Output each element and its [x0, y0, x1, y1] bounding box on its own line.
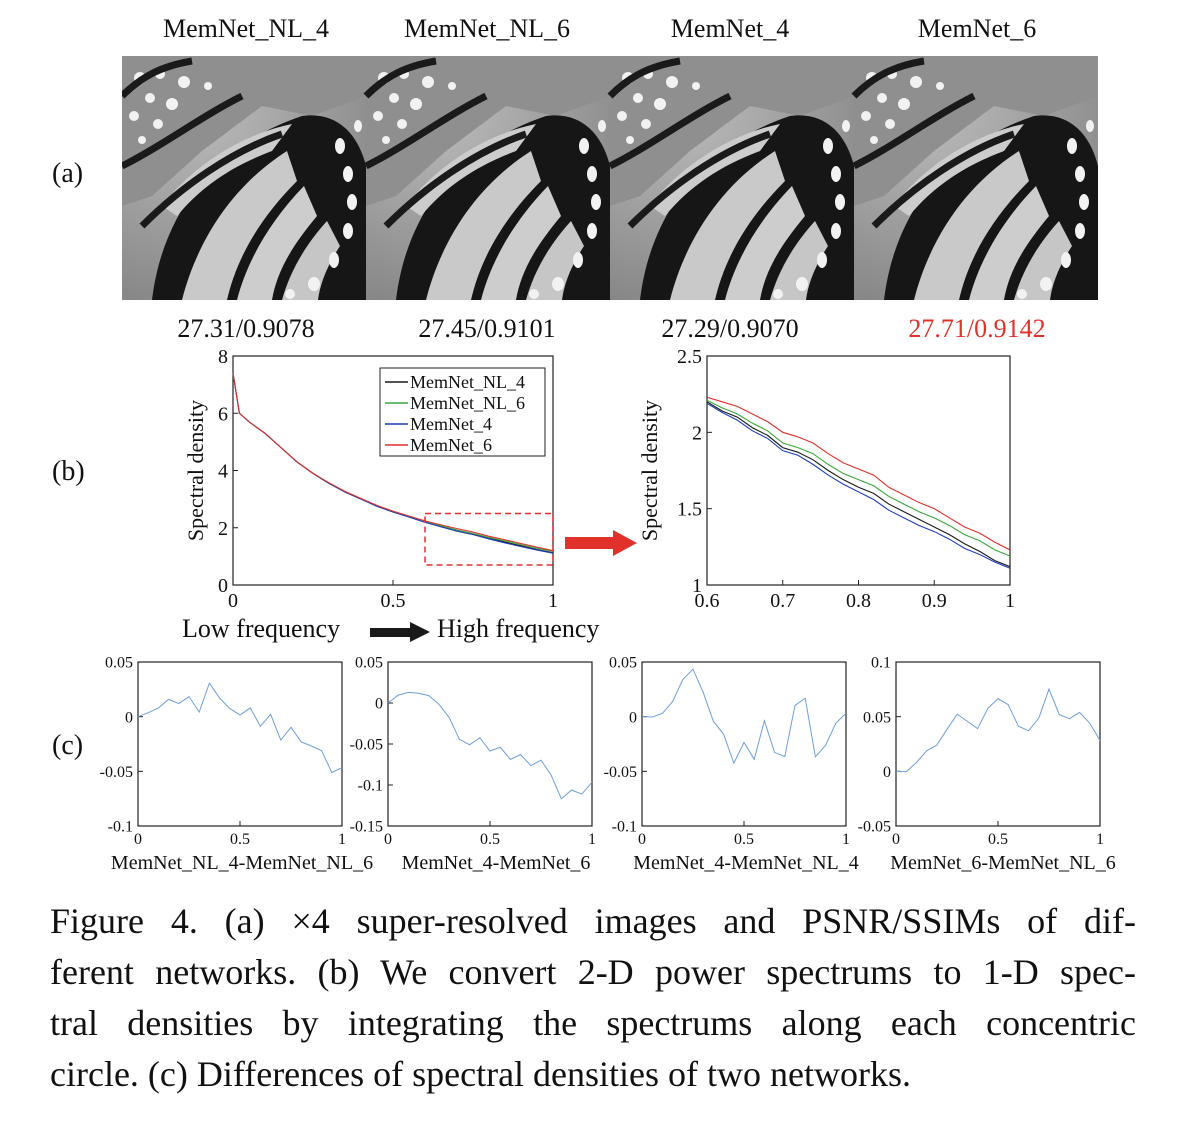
series-line-memnet-nl-6 [706, 399, 1011, 557]
difference-chart-nl4-nl6: 0 0.5 1 -0.1 -0.05 0 0.05 [100, 655, 346, 848]
y-tick-label: -0.15 [350, 819, 383, 836]
series-line-memnet-nl-4 [706, 401, 1011, 568]
zoom-arrow-icon [565, 530, 637, 556]
butterfly-image-strip [122, 56, 1100, 300]
y-tick-label: -0.1 [358, 778, 383, 795]
y-tick-label: -0.05 [604, 764, 637, 781]
x-tick-label: 0.5 [230, 831, 250, 848]
y-tick-label: 0.05 [863, 709, 891, 726]
x-tick-label: 0.5 [988, 831, 1008, 848]
series-line-memnet-6 [706, 396, 1011, 551]
figure-caption: Figure 4. (a) ×4 super-resolved images a… [50, 896, 1136, 1100]
y-tick-label: 0 [218, 575, 228, 597]
series-line-0 [641, 668, 847, 765]
score-memnet-6: 27.71/0.9142 [908, 314, 1046, 343]
difference-chart-4-nl4: 0 0.5 1 -0.1 -0.05 0 0.05 [604, 655, 850, 848]
score-memnet-nl-4: 27.31/0.9078 [177, 314, 315, 343]
y-tick-label: 2 [218, 518, 228, 540]
caption-line-3: tral densities by integrating the spectr… [50, 1003, 1136, 1043]
x-tick-label: 0 [638, 831, 646, 848]
plot-frame [706, 355, 1011, 586]
x-tick-label: 0.5 [734, 831, 754, 848]
plot-frame [641, 661, 847, 827]
plot-frame [137, 661, 343, 827]
x-tick-label: 1 [338, 831, 346, 848]
column-title-memnet-nl-4: MemNet_NL_4 [162, 14, 330, 43]
legend-entry: MemNet_NL_6 [410, 393, 525, 413]
y-tick-label: -0.05 [350, 737, 383, 754]
x-tick-label: 0 [134, 831, 142, 848]
x-tick-label: 0 [892, 831, 900, 848]
x-tick-label: 1 [1096, 831, 1104, 848]
series-line-0 [137, 681, 343, 774]
plot-frame [895, 661, 1101, 827]
series-line-0 [895, 687, 1101, 773]
x-tick-label: 0.5 [381, 590, 406, 612]
plot-frame [387, 661, 593, 827]
xlabel-4-nl4: MemNet_4-MemNet_NL_4 [633, 852, 859, 874]
xlabel-nl4-nl6: MemNet_NL_4-MemNet_NL_6 [110, 852, 374, 874]
score-memnet-nl-6: 27.45/0.9101 [418, 314, 556, 343]
zoom-region-box [424, 512, 554, 566]
caption-line-1: Figure 4. (a) ×4 super-resolved images a… [50, 901, 1136, 941]
y-tick-label: -0.05 [858, 819, 891, 836]
y-tick-label: 0 [629, 709, 637, 726]
column-title-memnet-nl-6: MemNet_NL_6 [403, 14, 571, 43]
y-tick-label: 1.5 [677, 499, 702, 521]
column-title-memnet-4: MemNet_4 [670, 14, 790, 43]
series-line-memnet-6 [232, 373, 554, 552]
panel-label-b: (b) [52, 456, 85, 487]
xlabel-6-nl6: MemNet_6-MemNet_NL_6 [890, 852, 1116, 874]
x-tick-label: 0.9 [922, 590, 947, 612]
x-tick-label: 0.8 [846, 590, 871, 612]
x-tick-label: 0.7 [770, 590, 795, 612]
y-tick-label: 0.05 [105, 655, 133, 672]
low-frequency-label: Low frequency [182, 614, 341, 643]
y-tick-label: 0 [125, 709, 133, 726]
x-tick-label: 0.5 [480, 831, 500, 848]
y-tick-label: 2 [692, 422, 702, 444]
y-tick-label: 0.05 [355, 655, 383, 672]
legend-entry: MemNet_4 [410, 414, 492, 434]
caption-line-2: ferent networks. (b) We convert 2-D powe… [50, 952, 1136, 992]
legend-entry: MemNet_6 [410, 435, 492, 455]
x-tick-label: 1 [842, 831, 850, 848]
high-frequency-label: High frequency [437, 614, 600, 643]
x-tick-label: 1 [548, 590, 558, 612]
series-line-memnet-4 [706, 402, 1011, 569]
y-tick-label: 8 [218, 346, 228, 368]
y-tick-label: 0.1 [871, 655, 891, 672]
x-tick-label: 1 [1005, 590, 1015, 612]
x-tick-label: 0 [228, 590, 238, 612]
y-tick-label: -0.05 [100, 764, 133, 781]
y-tick-label: 6 [218, 403, 228, 425]
y-tick-label: 0 [375, 696, 383, 713]
panel-label-c: (c) [52, 730, 84, 761]
y-tick-label: 4 [218, 461, 228, 483]
y-axis-label: Spectral density [183, 400, 208, 541]
y-tick-label: -0.1 [108, 819, 133, 836]
arrow-right-icon [370, 622, 430, 642]
panel-label-a: (a) [52, 158, 84, 189]
x-tick-label: 0 [384, 831, 392, 848]
x-tick-label: 1 [588, 831, 596, 848]
y-tick-label: -0.1 [612, 819, 637, 836]
y-tick-label: 1 [692, 575, 702, 597]
legend-entry: MemNet_NL_4 [410, 372, 525, 392]
xlabel-4-6: MemNet_4-MemNet_6 [401, 852, 591, 874]
y-axis-label: Spectral density [637, 400, 662, 541]
y-tick-label: 0 [883, 764, 891, 781]
y-tick-label: 0.05 [609, 655, 637, 672]
x-tick-label: 0.6 [695, 590, 720, 612]
score-memnet-4: 27.29/0.9070 [661, 314, 799, 343]
caption-line-4: circle. (c) Differences of spectral dens… [50, 1054, 911, 1094]
series-line-0 [387, 691, 593, 800]
difference-chart-4-6: 0 0.5 1 -0.15 -0.1 -0.05 0 0.05 [350, 655, 596, 848]
y-tick-label: 2.5 [677, 346, 702, 368]
spectral-density-zoom-chart: 0.6 0.7 0.8 0.9 1 1 1.5 2 2.5 Spectral density [637, 346, 1015, 612]
column-title-memnet-6: MemNet_6 [917, 14, 1037, 43]
